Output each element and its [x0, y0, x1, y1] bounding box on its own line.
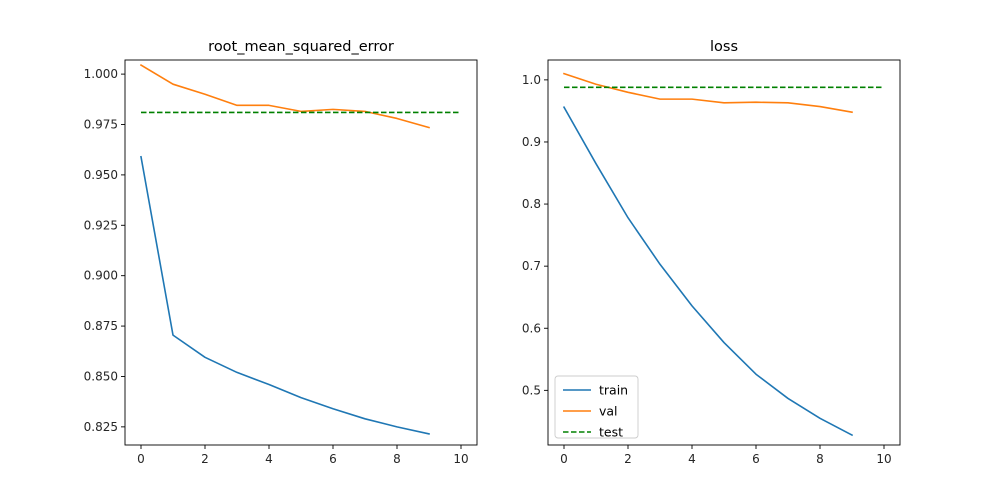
loss-y-tick-label: 0.5 [522, 383, 541, 397]
loss-y-tick-label: 0.7 [522, 259, 541, 273]
loss-y-tick-label: 0.9 [522, 135, 541, 149]
loss-series-train-line [562, 106, 854, 437]
loss-axes-frame [547, 59, 901, 446]
loss-legend: train val test [554, 375, 639, 440]
rmse-x-tick-label: 6 [329, 452, 337, 466]
loss-panel: loss 0 2 4 6 8 10 0.5 0.6 0.7 0.8 0.9 1.0 train val tes… [522, 39, 901, 466]
rmse-series-train-line [140, 155, 430, 435]
loss-y-tick-label: 0.8 [522, 197, 541, 211]
rmse-x-tick-label: 8 [393, 452, 401, 466]
rmse-x-tick-label: 10 [453, 452, 468, 466]
loss-x-tick-label: 4 [688, 452, 696, 466]
loss-legend-label-test: test [599, 425, 623, 440]
loss-legend-label-val: val [599, 404, 618, 419]
loss-x-tick-label: 6 [752, 452, 760, 466]
rmse-panel: root_mean_squared_error 0 2 4 6 8 10 0.825 0.850… [84, 39, 478, 466]
loss-title: loss [710, 39, 738, 55]
rmse-y-tick-label: 0.950 [84, 168, 118, 182]
loss-legend-box [554, 375, 639, 439]
rmse-y-tick-label: 0.975 [84, 118, 118, 132]
rmse-x-tick-label: 2 [201, 452, 209, 466]
rmse-y-tick-label: 0.825 [84, 420, 118, 434]
rmse-y-tick-label: 1.000 [84, 67, 118, 81]
loss-x-tick-label: 2 [624, 452, 632, 466]
rmse-title: root_mean_squared_error [208, 39, 394, 55]
loss-x-tick-label: 8 [816, 452, 824, 466]
rmse-y-tick-label: 0.875 [84, 319, 118, 333]
rmse-y-tick-label: 0.850 [84, 369, 118, 383]
rmse-series-val-line [139, 63, 430, 129]
rmse-axes-frame [124, 59, 478, 446]
loss-x-tick-label: 10 [876, 452, 891, 466]
loss-y-tick-label: 1.0 [522, 73, 541, 87]
rmse-x-tick-label: 4 [265, 452, 273, 466]
loss-x-tick-label: 0 [560, 452, 568, 466]
loss-y-tick-label: 0.6 [522, 321, 541, 335]
rmse-y-tick-label: 0.925 [84, 218, 118, 232]
loss-series-val-line [562, 72, 853, 114]
rmse-y-tick-label: 0.900 [84, 269, 118, 283]
loss-legend-label-train: train [599, 383, 628, 398]
rmse-x-tick-label: 0 [137, 452, 145, 466]
